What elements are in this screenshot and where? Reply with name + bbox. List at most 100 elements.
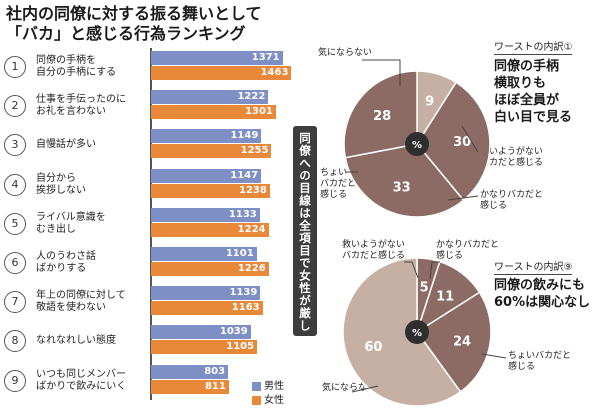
bar-male: 1101 — [151, 247, 257, 261]
legend-male-label: 男性 — [264, 381, 284, 392]
bar-value-label: 1105 — [226, 341, 255, 353]
category-label-line: 人のうわさ話 — [36, 251, 96, 262]
pie1-header: ワーストの内訳① — [494, 38, 573, 55]
category-label-line: 敬語を使わない — [36, 302, 106, 314]
bar-female: 1224 — [151, 222, 269, 237]
rank-number: 3 — [4, 134, 26, 157]
ranking-row: 6 人のうわさ話 ばかりする — [0, 244, 300, 282]
pie2-slice-value: 11 — [436, 290, 454, 305]
bar-value-label: 1224 — [237, 223, 266, 235]
pie2-slice-value: 24 — [453, 335, 471, 350]
pie1-callout-line — [461, 125, 479, 153]
bar-female: 1301 — [151, 105, 276, 120]
bar-female: 1226 — [151, 262, 269, 276]
bar-male: 1139 — [151, 286, 261, 301]
vertical-caption-box: 同僚への目線は全項目で女性が厳しめ — [274, 126, 317, 336]
bar-value-label: 1039 — [219, 326, 248, 338]
pie1-headline-line: 横取りも — [494, 76, 547, 91]
category-label: いつも同じメンバー ばかりで飲みにいく — [36, 369, 140, 393]
category-label: 自分から 挨拶しない — [36, 173, 140, 197]
bar-male: 1133 — [151, 207, 260, 222]
pie2-header: ワーストの内訳⑨ — [494, 258, 573, 275]
pie1-callout-d-line: バカだと — [320, 179, 357, 189]
bar-female: 1105 — [151, 340, 258, 355]
pie2-callout-a-line: バカだと感じる — [342, 251, 406, 261]
pie1-callout-line — [447, 195, 479, 201]
category-label: ライバル意識を むき出し — [36, 212, 140, 236]
rank-number: 1 — [4, 56, 26, 78]
category-label-line: お礼を言わない — [36, 106, 106, 118]
bar-male: 1149 — [151, 129, 262, 144]
pie2-callout-c-line: ちょいバカだと — [508, 351, 572, 361]
pie2-slice — [342, 257, 462, 407]
pie1-slice-value: 30 — [453, 135, 471, 150]
ranking-row: 1 同僚の手柄を 自分の手柄にする — [0, 48, 300, 86]
pie1-slice-value: 9 — [425, 95, 434, 110]
legend-male: 男性 — [252, 377, 284, 392]
rank-number: 5 — [4, 212, 26, 235]
bar-value-label: 1255 — [240, 145, 269, 157]
pie1-callout-b-line: 救いようがない — [480, 147, 543, 157]
category-label-line: 自慢話が多い — [36, 139, 96, 151]
pie1-slice — [344, 143, 465, 218]
bar-value-label: 803 — [204, 365, 226, 377]
ranking-row: 3 自慢話が多い — [0, 126, 300, 164]
bar-value-label: 1147 — [230, 169, 259, 181]
ranking-row: 8 なれなれしい態度 — [0, 322, 300, 360]
bar-female: 1238 — [151, 183, 270, 198]
pie1-headline-line: 同僚の手柄 — [494, 59, 560, 74]
pie1-slice-value: 28 — [373, 109, 391, 124]
category-label-line: むき出し — [36, 223, 76, 235]
pie2-callout-c: ちょいバカだと 感じる — [508, 351, 571, 373]
pie1-slice — [416, 81, 491, 202]
pie2-headline-line: 60%は関心なし — [494, 295, 591, 310]
pie2-slice-value: 60 — [364, 340, 382, 355]
rank-number: 6 — [4, 252, 26, 274]
bar-value-label: 1163 — [231, 302, 260, 314]
rank-number: 9 — [4, 369, 26, 392]
pie2-callout-line — [429, 261, 440, 280]
pie1-callout-d: ちょい バカだと 感じる — [320, 168, 356, 201]
category-label-line: 挨拶しない — [36, 184, 86, 196]
pie1-callout-a: 気にならない — [318, 48, 372, 59]
bar-male: 1371 — [151, 51, 283, 65]
bar-value-label: 811 — [204, 380, 226, 392]
pie1-callout-a-line: 気にならない — [318, 48, 373, 58]
pie1-center-label: % — [412, 140, 422, 151]
category-label-line: 同僚の手柄を — [36, 55, 96, 66]
pie1-center-dot — [405, 132, 429, 156]
bar-male: 1039 — [151, 325, 251, 340]
ranking-row: 7 年上の同僚に対して 敬語を使わない — [0, 283, 300, 321]
bar-value-label: 1238 — [239, 184, 267, 196]
pie2-callout-c-line: 感じる — [508, 362, 536, 372]
bar-axis-line — [150, 48, 152, 400]
ranking-row: 9 いつも同じメンバー ばかりで飲みにいく — [0, 362, 300, 400]
ranking-row: 5 ライバル意識を むき出し — [0, 205, 300, 243]
category-label: 人のうわさ話 ばかりする — [36, 251, 140, 275]
bar-value-label: 1226 — [237, 263, 266, 274]
category-label-line: 自分から — [36, 172, 76, 184]
legend-female-label: 女性 — [264, 395, 284, 406]
bar-value-label: 1133 — [228, 208, 257, 220]
bar-value-label: 1371 — [251, 52, 280, 63]
category-label: 年上の同僚に対して 敬語を使わない — [36, 290, 140, 314]
category-label-line: ばかりする — [36, 263, 87, 274]
legend-female-swatch — [252, 395, 261, 405]
bar-male: 803 — [151, 364, 229, 379]
pie2-slice-value: 5 — [420, 281, 429, 296]
bar-female: 1463 — [151, 66, 292, 80]
category-label-line: 自分の手柄にする — [36, 67, 117, 78]
pie2-callout-b: かなりバカだと 感じる — [436, 240, 499, 262]
bar-female: 1163 — [151, 301, 263, 316]
category-label-line: ばかりで飲みにいく — [36, 380, 127, 392]
pie2-callout-line — [404, 261, 419, 279]
pie2-callout-d: 気にならない — [322, 383, 376, 394]
category-label: 自慢話が多い — [36, 139, 140, 151]
category-label: 仕事を手伝ったのに お礼を言わない — [36, 94, 140, 118]
pie1-callout-d-line: ちょい — [320, 168, 348, 178]
pie2-callout-d-line: 気にならない — [322, 383, 377, 393]
rank-number: 2 — [4, 95, 26, 118]
pie1-headline-line: 白い目で見る — [494, 110, 573, 125]
pie1-slice-value: 33 — [393, 181, 411, 196]
